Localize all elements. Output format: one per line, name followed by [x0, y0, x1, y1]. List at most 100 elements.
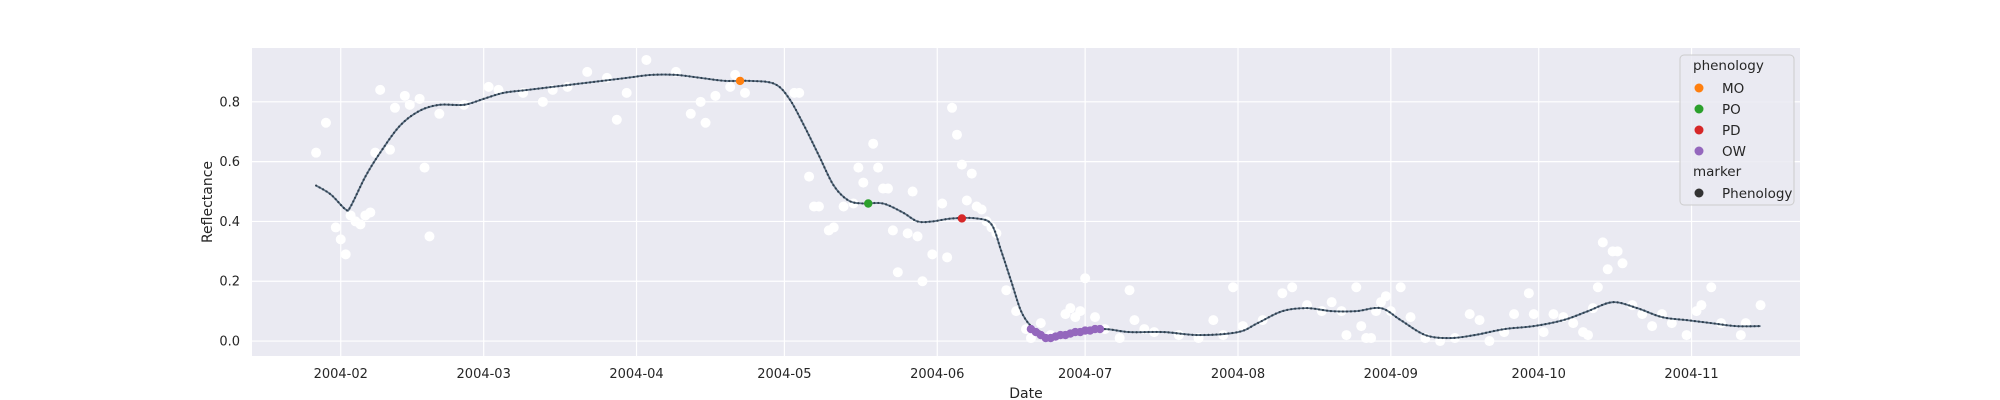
- observation-point: [582, 66, 593, 77]
- smoothed-point: [1127, 330, 1130, 334]
- smoothed-point: [1437, 336, 1440, 339]
- smoothed-point: [1713, 322, 1716, 325]
- observation-point: [311, 147, 322, 158]
- smoothed-point: [1290, 308, 1293, 311]
- legend: phenology MO PO PD OW marker Phenology: [1679, 54, 1795, 206]
- smoothed-point: [337, 201, 340, 204]
- smoothed-point: [1481, 332, 1484, 335]
- observation-point: [385, 144, 396, 155]
- observation-point: [611, 114, 622, 125]
- smoothed-point: [837, 190, 840, 193]
- smoothed-point: [447, 103, 450, 106]
- smoothed-point: [406, 117, 409, 120]
- smoothed-point: [1753, 325, 1756, 328]
- smoothed-point: [1003, 260, 1007, 264]
- smoothed-point: [1701, 320, 1704, 324]
- smoothed-point: [612, 78, 616, 81]
- observation-point: [813, 201, 824, 212]
- smoothed-point: [928, 220, 931, 223]
- smoothed-point: [1199, 333, 1202, 337]
- observation-point: [1065, 303, 1076, 314]
- smoothed-point: [1107, 328, 1110, 331]
- observation-point: [1568, 318, 1579, 329]
- legend-marker-title: marker: [1693, 164, 1742, 180]
- smoothed-point: [680, 74, 683, 77]
- smoothed-point: [1017, 302, 1020, 306]
- smoothed-point: [1414, 329, 1418, 332]
- smoothed-point: [486, 96, 489, 99]
- smoothed-point: [1421, 333, 1425, 336]
- smoothed-point: [471, 101, 474, 104]
- smoothed-point: [1253, 323, 1256, 326]
- observation-point: [340, 249, 351, 260]
- smoothed-point: [924, 221, 927, 224]
- smoothed-point: [1123, 330, 1126, 333]
- smoothed-point: [948, 217, 951, 220]
- observation-point: [942, 252, 953, 263]
- smoothed-point: [1508, 327, 1511, 330]
- smoothed-point: [1697, 320, 1700, 323]
- smoothed-point: [1246, 327, 1249, 330]
- observation-point: [1509, 309, 1520, 320]
- smoothed-point: [1219, 333, 1222, 336]
- smoothed-point: [628, 76, 631, 79]
- observation-point: [1755, 300, 1766, 311]
- smoothed-point: [1593, 307, 1596, 310]
- smoothed-point: [521, 89, 524, 92]
- observation-point: [892, 267, 903, 278]
- smoothed-point: [1453, 336, 1456, 340]
- smoothed-curve: [314, 73, 1761, 340]
- smoothed-point: [781, 88, 784, 92]
- smoothed-point: [823, 166, 826, 169]
- observation-point: [1035, 318, 1046, 329]
- smoothed-point: [390, 134, 393, 138]
- smoothed-point: [1349, 310, 1353, 313]
- observation-point: [1528, 309, 1539, 320]
- smoothed-point: [585, 81, 588, 84]
- smoothed-point: [431, 104, 434, 108]
- smoothed-point: [1631, 305, 1635, 308]
- x-tick-label: 2004-03: [457, 367, 511, 382]
- observation-point: [1735, 330, 1746, 341]
- smoothed-point: [812, 144, 816, 147]
- smoothed-point: [608, 78, 612, 82]
- smoothed-point: [1578, 313, 1582, 316]
- smoothed-point: [1425, 334, 1428, 337]
- smoothed-point: [1282, 309, 1285, 312]
- observation-point: [868, 138, 879, 149]
- phenology-point-pd: [957, 214, 967, 223]
- smoothed-point: [1010, 279, 1013, 283]
- smoothed-point: [826, 173, 829, 176]
- smoothed-point: [676, 73, 679, 77]
- smoothed-point: [1257, 321, 1260, 324]
- observation-point: [1277, 288, 1288, 299]
- smoothed-point: [1341, 310, 1345, 313]
- smoothed-point: [805, 130, 809, 133]
- smoothed-point: [1286, 308, 1289, 311]
- smoothed-point: [1215, 333, 1218, 336]
- smoothed-point: [1381, 307, 1384, 310]
- smoothed-point: [1628, 304, 1631, 307]
- smoothed-point: [1207, 333, 1210, 336]
- smoothed-point: [968, 216, 971, 220]
- smoothed-point: [374, 158, 377, 161]
- observation-point: [641, 54, 652, 65]
- smoothed-point: [700, 76, 703, 80]
- observation-point: [1001, 285, 1012, 296]
- smoothed-point: [1721, 323, 1724, 326]
- smoothed-point: [1131, 331, 1134, 334]
- smoothed-point: [1159, 330, 1162, 334]
- smoothed-point: [1658, 315, 1661, 318]
- observation-point: [1464, 309, 1475, 320]
- smoothed-point: [944, 218, 947, 221]
- smoothed-point: [1536, 324, 1539, 327]
- observation-point: [1592, 282, 1603, 293]
- observation-point: [966, 168, 977, 179]
- smoothed-point: [1600, 303, 1604, 307]
- smoothed-point: [1250, 325, 1253, 328]
- smoothed-point: [1310, 307, 1313, 310]
- smoothed-point: [832, 184, 835, 187]
- smoothed-point: [1669, 317, 1673, 320]
- smoothed-point: [644, 74, 647, 77]
- smoothed-point: [846, 198, 849, 201]
